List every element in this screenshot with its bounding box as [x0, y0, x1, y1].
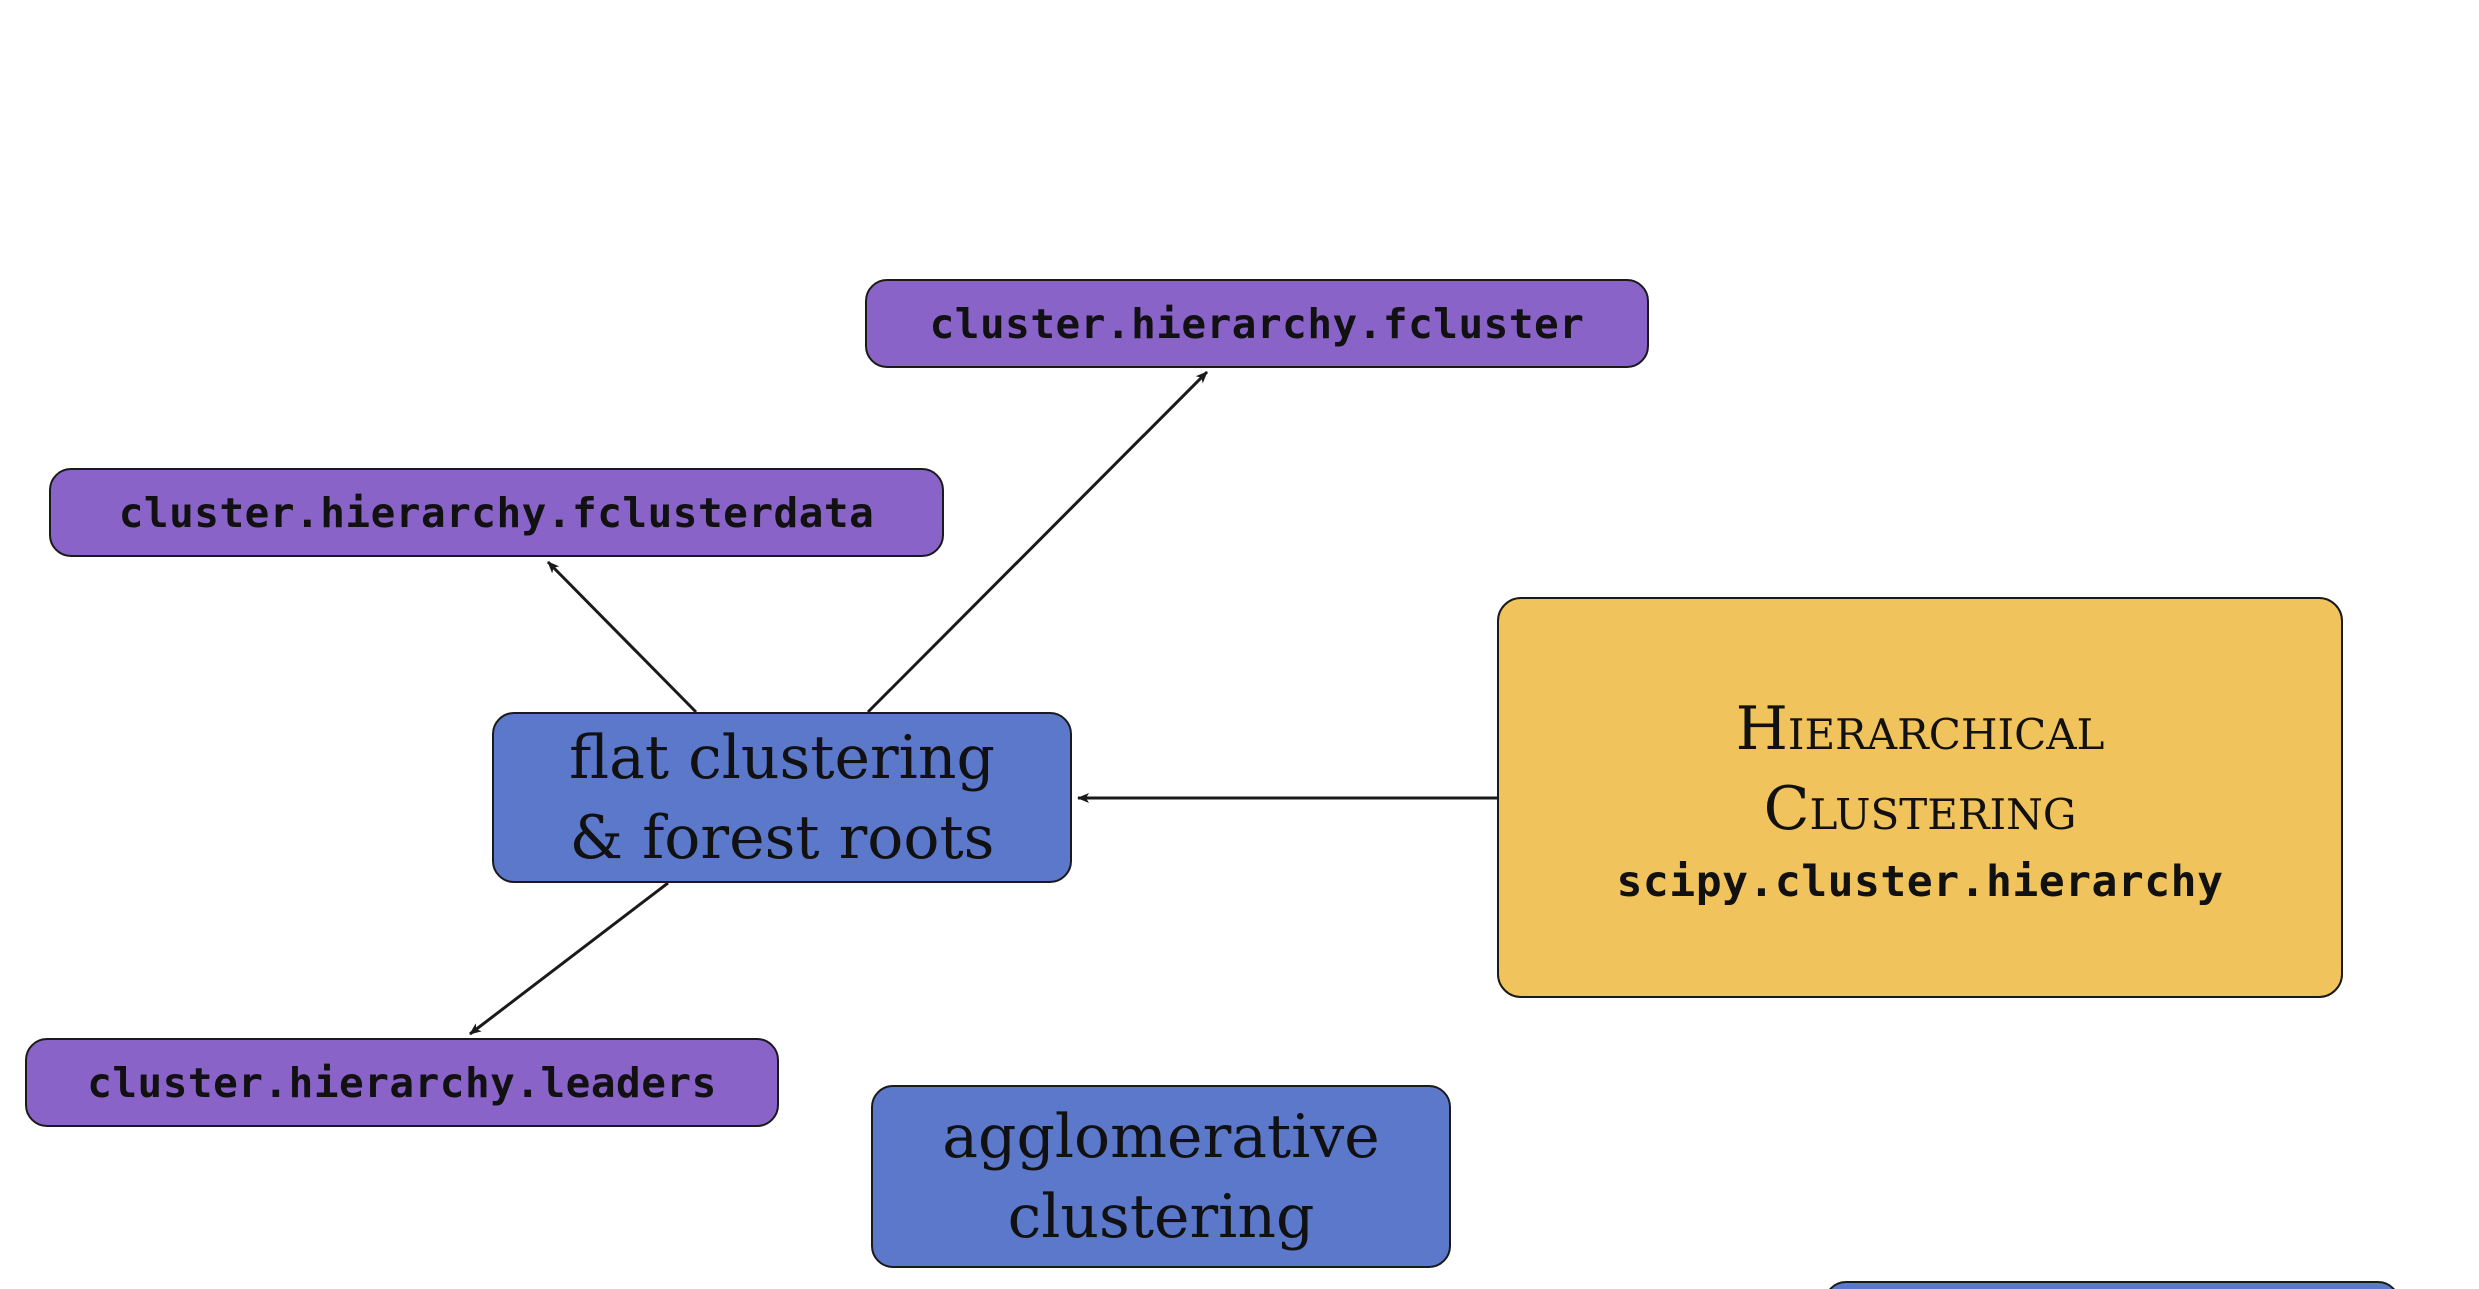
fcluster-label: cluster.hierarchy.fcluster	[929, 299, 1585, 348]
edge-flat-to-leaders	[469, 881, 669, 1036]
root-module-name: scipy.cluster.hierarchy	[1616, 856, 2224, 907]
root-title-line1: Hierarchical	[1735, 693, 2105, 764]
flat-clustering-node[interactable]: flat clustering & forest roots	[492, 712, 1072, 883]
edge-flat-to-fclusterdata	[546, 560, 698, 714]
agglomerative-line2: clustering	[1007, 1181, 1315, 1252]
root-title-line2: Clustering	[1763, 773, 2077, 844]
leaders-node[interactable]: cluster.hierarchy.leaders	[25, 1038, 779, 1127]
leaders-label: cluster.hierarchy.leaders	[87, 1058, 717, 1107]
flat-clustering-line2: & forest roots	[569, 802, 995, 873]
fcluster-node[interactable]: cluster.hierarchy.fcluster	[865, 279, 1649, 368]
hierarchical-clustering-root-node[interactable]: Hierarchical Clustering scipy.cluster.hi…	[1497, 597, 2343, 998]
partial-node-bottom-right	[1824, 1281, 2400, 1289]
fclusterdata-label: cluster.hierarchy.fclusterdata	[118, 488, 875, 537]
flat-clustering-line1: flat clustering	[569, 722, 995, 793]
fclusterdata-node[interactable]: cluster.hierarchy.fclusterdata	[49, 468, 944, 557]
agglomerative-line1: agglomerative	[942, 1101, 1380, 1172]
agglomerative-clustering-node[interactable]: agglomerative clustering	[871, 1085, 1451, 1268]
edge-flat-to-fcluster	[866, 370, 1209, 714]
